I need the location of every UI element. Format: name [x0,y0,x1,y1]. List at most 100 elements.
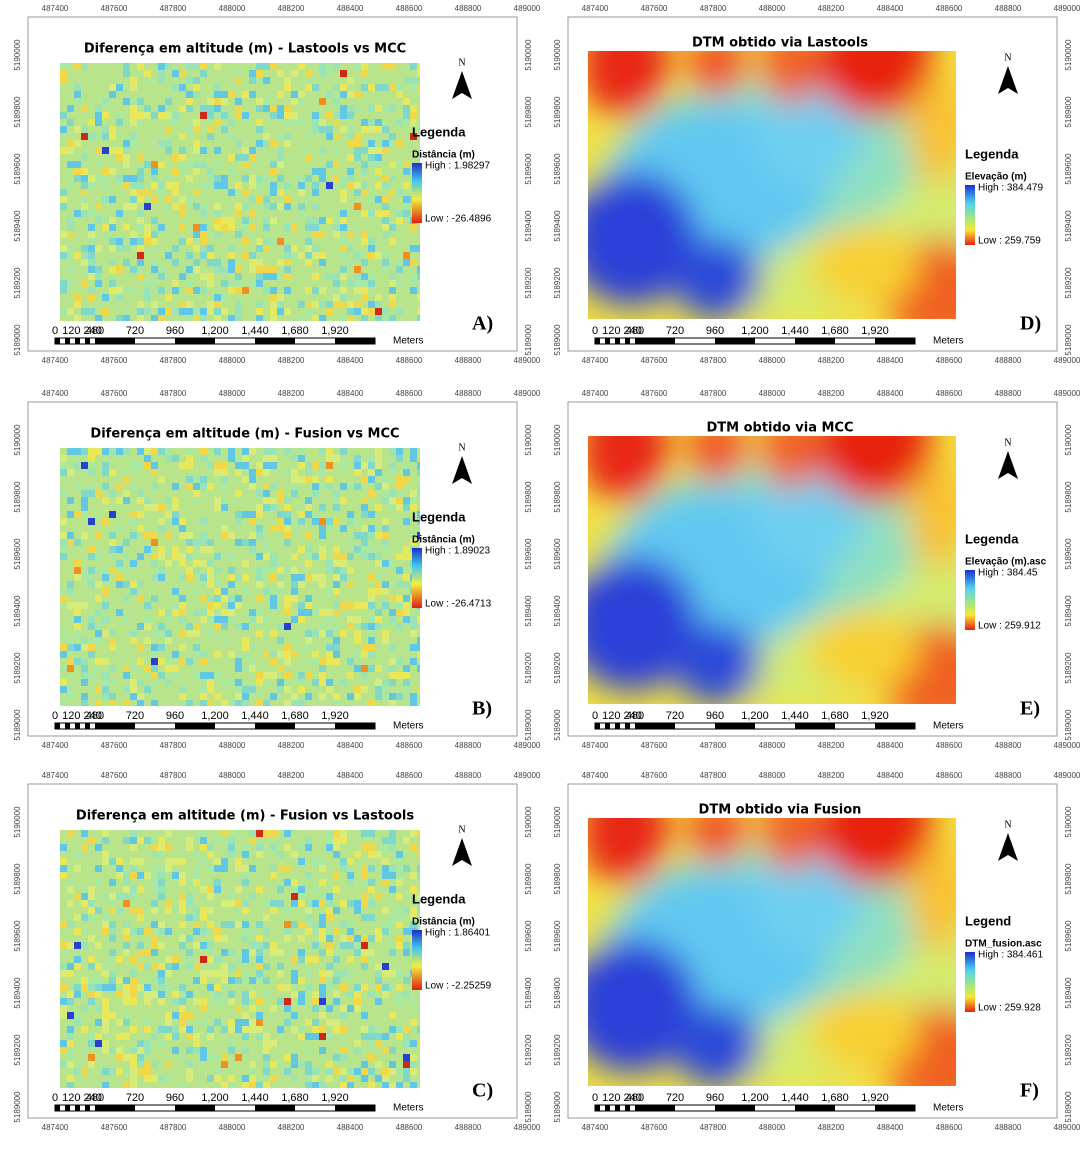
raster-cell [242,956,249,963]
raster-cell [74,963,81,970]
y-coord-label: 5189400 [1064,977,1073,1009]
raster-cell [186,175,193,182]
raster-cell [228,245,235,252]
raster-cell [375,679,382,686]
raster-cell [60,872,67,879]
raster-cell [130,462,137,469]
raster-cell [179,560,186,567]
raster-cell [410,133,417,140]
raster-cell [186,837,193,844]
raster-cell [340,315,347,321]
raster-cell [193,644,200,651]
raster-cell [375,693,382,700]
raster [60,830,420,1088]
raster-cell [382,315,389,321]
raster-cell [228,602,235,609]
raster-cell [81,203,88,210]
north-arrow [452,71,472,99]
raster-cell [249,252,256,259]
raster-cell [284,984,291,991]
raster-cell [102,851,109,858]
raster-cell [312,1033,319,1040]
raster-cell [354,949,361,956]
raster-cell [263,63,270,70]
raster-cell [263,914,270,921]
raster-cell [333,693,340,700]
raster-cell [179,105,186,112]
raster-cell [81,700,88,706]
raster-cell [165,1012,172,1019]
raster-cell [333,609,340,616]
raster-cell [326,483,333,490]
raster-cell [109,637,116,644]
scale-bar-segment [605,1105,610,1111]
raster-cell [340,984,347,991]
raster-cell [116,1019,123,1026]
raster-cell [207,907,214,914]
raster-cell [270,595,277,602]
raster-cell [200,203,207,210]
raster-cell [116,872,123,879]
raster-cell [375,448,382,455]
x-coord-label: 488200 [818,4,845,13]
raster-cell [186,1033,193,1040]
raster-cell [95,658,102,665]
raster-cell [95,865,102,872]
raster-cell [298,518,305,525]
scale-label: 960 [706,325,724,337]
raster-cell [214,147,221,154]
raster-cell [74,630,81,637]
raster-cell [312,217,319,224]
raster-cell [417,119,420,126]
raster-cell [235,462,242,469]
raster-cell [375,84,382,91]
scale-bar-segment [595,1105,600,1111]
raster-cell [256,977,263,984]
raster-cell [284,879,291,886]
raster-cell [340,70,347,77]
raster-cell [88,935,95,942]
raster-cell [193,914,200,921]
raster-cell [256,196,263,203]
raster-cell [137,182,144,189]
raster-cell [403,686,410,693]
scale-bar-segment [795,723,835,729]
raster-cell [116,907,123,914]
raster-cell [67,1033,74,1040]
raster-cell [403,837,410,844]
raster-cell [291,595,298,602]
raster-cell [361,231,368,238]
raster-cell [109,921,116,928]
raster-cell [151,112,158,119]
raster-cell [312,273,319,280]
raster-cell [340,1068,347,1075]
raster-cell [109,693,116,700]
x-coord-label: 488400 [337,741,364,750]
scale-label: 1,680 [821,710,849,722]
raster-cell [67,224,74,231]
raster-cell [326,942,333,949]
raster-cell [396,119,403,126]
raster-cell [270,140,277,147]
scale-label: 1,440 [241,1092,269,1104]
raster-cell [417,315,420,321]
raster-cell [368,511,375,518]
raster-cell [277,189,284,196]
raster-cell [102,893,109,900]
raster-cell [81,900,88,907]
raster-cell [151,837,158,844]
raster-cell [263,1040,270,1047]
raster-cell [221,858,228,865]
raster-cell [88,294,95,301]
legend-ramp [412,548,422,608]
raster-cell [305,497,312,504]
raster-cell [186,1012,193,1019]
raster-cell [389,700,396,706]
raster-cell [319,504,326,511]
raster-cell [333,837,340,844]
raster-cell [130,560,137,567]
raster-cell [228,252,235,259]
raster-cell [109,567,116,574]
raster-cell [284,196,291,203]
raster-cell [270,483,277,490]
